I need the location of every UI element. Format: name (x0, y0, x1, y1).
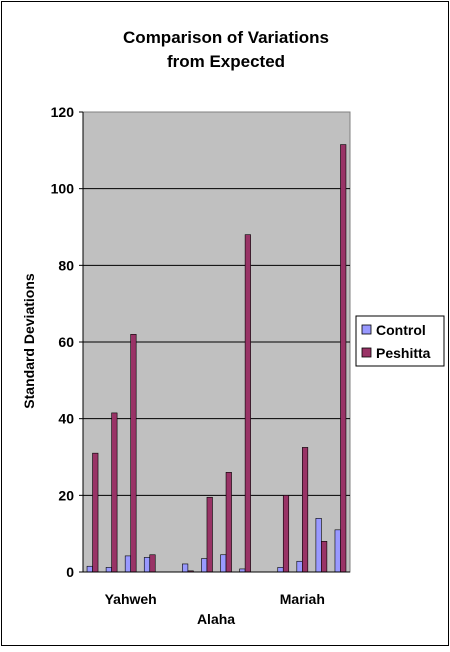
bar-peshitta (302, 447, 309, 573)
bar-control (143, 557, 151, 573)
bar-peshitta (282, 495, 290, 573)
chart-title-line-2: from Expected (167, 52, 285, 71)
legend: Control Peshitta (355, 315, 445, 367)
y-tick-label: 100 (51, 181, 75, 197)
y-axis-title: Standard Deviations (21, 273, 37, 409)
bar-peshitta (111, 412, 118, 573)
bar-peshitta (206, 496, 213, 573)
bar-control (220, 554, 227, 573)
bar-control (201, 558, 208, 573)
y-tick-label: 60 (58, 334, 74, 350)
x-tick-label: Yahweh (105, 591, 157, 607)
legend-label-peshitta: Peshitta (376, 345, 431, 361)
y-tick-label: 120 (51, 104, 75, 120)
grid-lines (83, 188, 350, 496)
bar-control (105, 567, 112, 573)
bar-peshitta (92, 452, 99, 573)
bar-peshitta (149, 554, 156, 573)
y-tick-label: 0 (66, 564, 74, 580)
legend-swatch-control (361, 324, 372, 335)
bar-peshitta (244, 234, 251, 573)
bar-control (315, 518, 322, 573)
legend-box (355, 315, 445, 367)
bar-control (334, 529, 341, 573)
chart-title-line-1: Comparison of Variations (123, 28, 329, 47)
bars (86, 144, 347, 573)
legend-label-control: Control (376, 322, 426, 338)
bar-peshitta (321, 541, 328, 573)
y-tick-label: 80 (58, 257, 74, 273)
bar-control (182, 563, 189, 573)
bar-peshitta (130, 334, 137, 573)
bar-control (277, 567, 284, 573)
bar-peshitta (225, 472, 232, 573)
bar-control (86, 565, 93, 573)
x-axis-title: Alaha (197, 611, 235, 627)
y-tick-label: 40 (58, 411, 74, 427)
y-axis-ticks: 0 20 40 60 80 100 120 (51, 104, 83, 580)
x-tick-label: Mariah (280, 591, 325, 607)
legend-swatch-peshitta (361, 347, 372, 358)
bar-control (124, 555, 131, 573)
bar-peshitta (340, 144, 347, 573)
y-tick-label: 20 (58, 487, 74, 503)
x-axis-tick-labels: Yahweh Mariah (105, 591, 325, 607)
bar-control (296, 560, 303, 573)
